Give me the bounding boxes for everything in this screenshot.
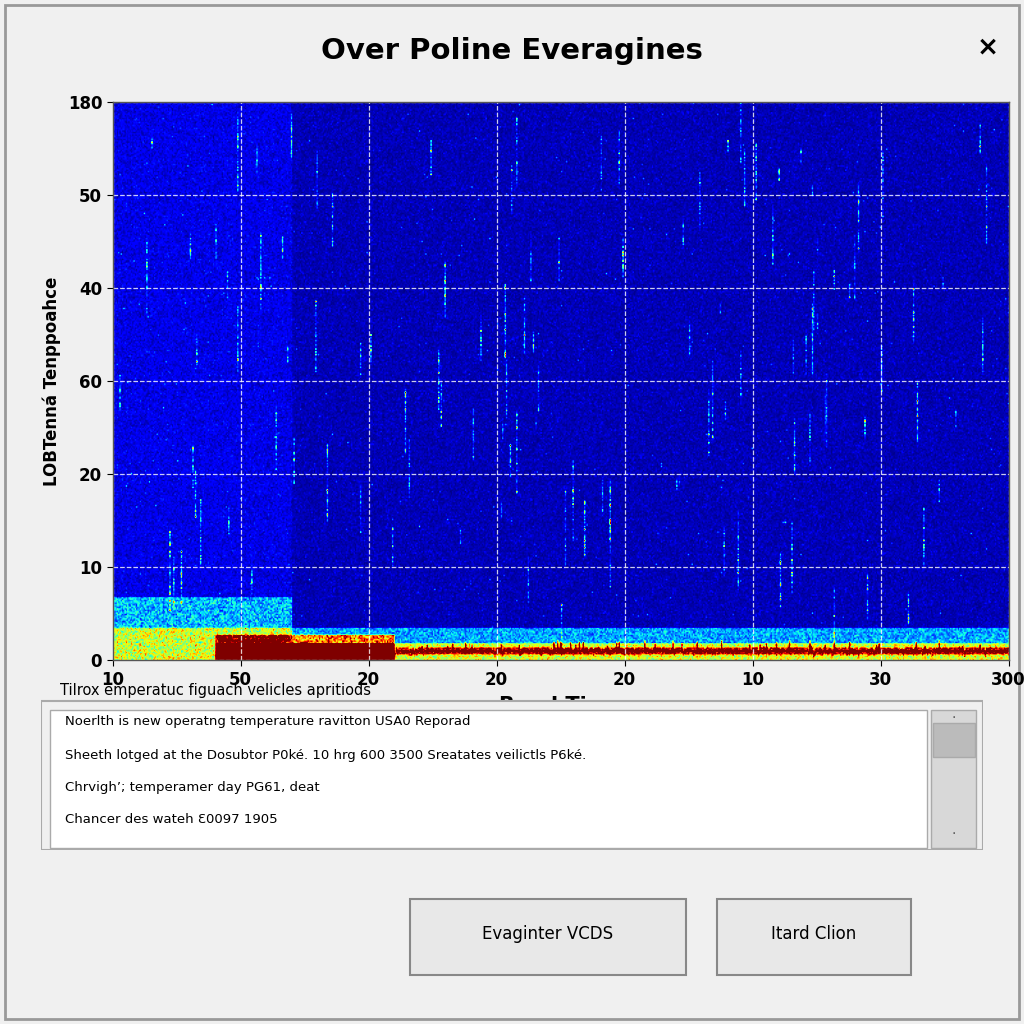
Text: Noerlth is new operatng temperature ravitton USA0 Reporad: Noerlth is new operatng temperature ravi…: [65, 715, 470, 728]
FancyBboxPatch shape: [931, 710, 977, 848]
Text: Evaginter VCDS: Evaginter VCDS: [482, 925, 613, 943]
Text: Chancer des wateh Ɛ0097 1905: Chancer des wateh Ɛ0097 1905: [65, 813, 278, 825]
FancyBboxPatch shape: [50, 710, 927, 848]
Text: Itard Clion: Itard Clion: [771, 925, 857, 943]
FancyBboxPatch shape: [933, 723, 975, 757]
FancyBboxPatch shape: [717, 899, 911, 975]
Text: ·: ·: [951, 827, 956, 842]
FancyBboxPatch shape: [410, 899, 686, 975]
Text: ×: ×: [976, 34, 998, 60]
FancyBboxPatch shape: [41, 701, 983, 850]
X-axis label: Read Time: Read Time: [499, 696, 623, 716]
Y-axis label: LOBTenná Tenppoahce: LOBTenná Tenppoahce: [42, 276, 60, 486]
Text: Tilrox emperatuc figuach velicles apritiods: Tilrox emperatuc figuach velicles apriti…: [59, 683, 371, 698]
Text: Chrvigh’; temperamer day PG61, deat: Chrvigh’; temperamer day PG61, deat: [65, 780, 319, 794]
Text: Over Poline Everagines: Over Poline Everagines: [322, 37, 702, 66]
Text: ·: ·: [951, 712, 956, 725]
Text: Sheeth lotged at the Dosubtor P0ké. 10 hrg 600 3500 Sreatates veilictls P6ké.: Sheeth lotged at the Dosubtor P0ké. 10 h…: [65, 749, 586, 762]
